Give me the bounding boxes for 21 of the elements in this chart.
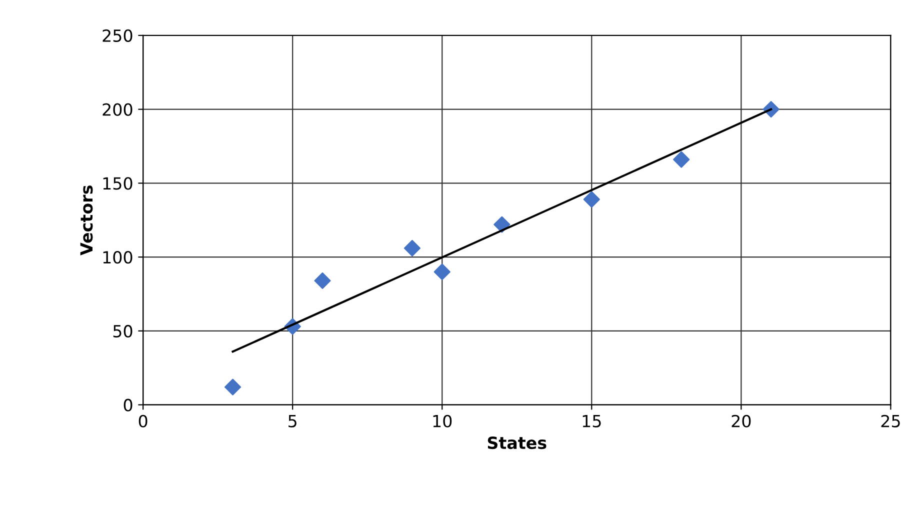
y-axis-title: Vectors	[80, 186, 93, 256]
y-tick-label: 50	[113, 324, 132, 338]
point	[314, 272, 331, 289]
x-axis-title: States	[488, 436, 546, 450]
y-tick-label: 200	[102, 103, 132, 116]
x-tick-label: 5	[288, 415, 296, 428]
x-tick-label: 0	[138, 414, 148, 428]
y-tick-label: 150	[103, 177, 132, 190]
x-tick-label: 20	[732, 414, 751, 428]
point	[673, 151, 690, 168]
x-tick-label: 25	[881, 414, 900, 428]
point	[434, 264, 450, 280]
point	[224, 378, 242, 396]
point	[404, 240, 421, 256]
point	[583, 191, 600, 208]
y-tick-label: 250	[102, 29, 132, 42]
y-tick-label: 100	[103, 251, 132, 264]
x-tick-label: 10	[433, 414, 452, 428]
y-tick-label: 0	[124, 398, 132, 412]
point	[494, 216, 510, 233]
x-tick-label: 15	[582, 415, 601, 428]
